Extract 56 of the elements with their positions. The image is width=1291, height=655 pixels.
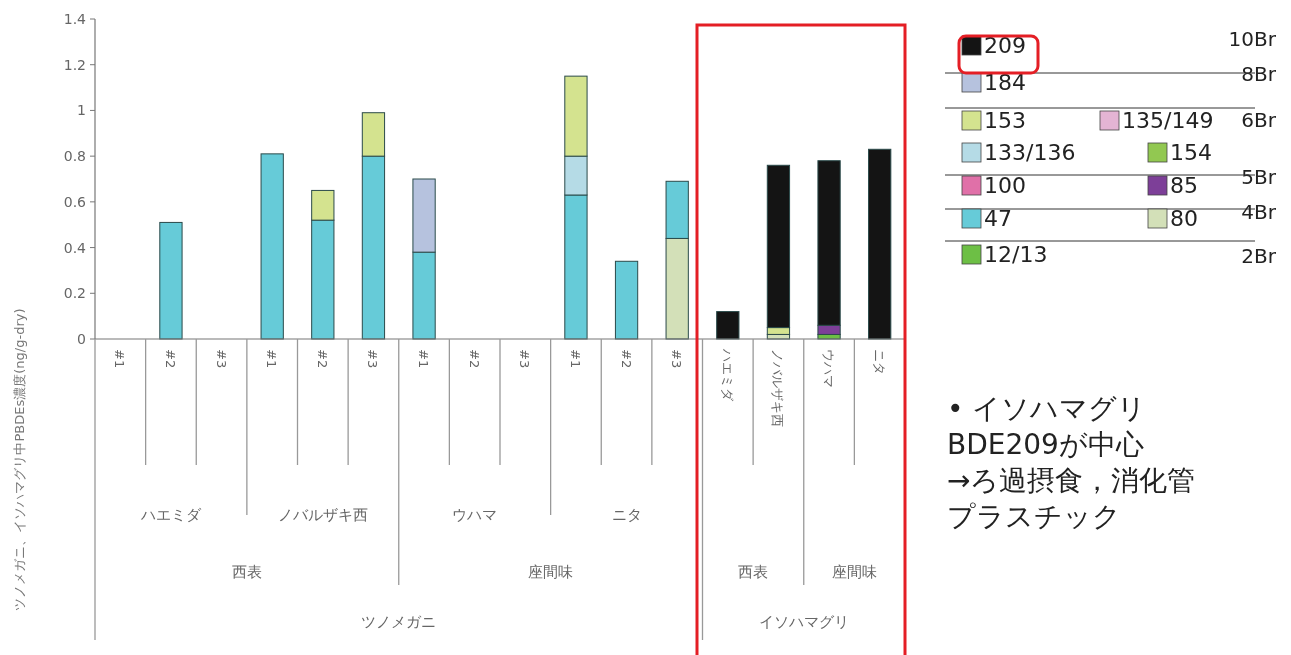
legend-label: 153 <box>984 108 1026 133</box>
text: 2Br <box>1241 244 1277 269</box>
text: 6Br <box>1241 108 1277 133</box>
legend-label: 85 <box>1170 173 1198 198</box>
x-tick-label: #1 <box>112 349 128 369</box>
y-tick-label: 1.4 <box>63 11 87 27</box>
text: 西表 <box>231 563 262 581</box>
legend-label: 80 <box>1170 206 1198 231</box>
x-tick-label: #1 <box>264 349 280 369</box>
legend-label: 154 <box>1170 140 1212 165</box>
text: ハエミダ <box>140 506 201 524</box>
y-tick-label: 0.4 <box>63 239 87 256</box>
text: プラスチック <box>947 500 1121 533</box>
legend-label: 133/136 <box>984 140 1076 165</box>
text: • イソハマグリ <box>947 392 1147 425</box>
text: ニタ <box>611 506 642 524</box>
x-tick-label: #2 <box>314 349 330 369</box>
text: 5Br <box>1241 165 1277 189</box>
text: ノバルザキ西 <box>277 506 368 524</box>
y-tick-label: 1 <box>77 102 86 119</box>
text: 4Br <box>1241 199 1277 224</box>
text: 座間味 <box>831 563 877 581</box>
x-tick-label: #3 <box>365 349 381 369</box>
y-tick-label: 0.8 <box>63 148 86 165</box>
text: 座間味 <box>528 563 574 581</box>
y-tick-label: 0 <box>77 331 86 347</box>
y-tick-label: 0.6 <box>63 193 87 210</box>
x-tick-label: ニタ <box>871 349 887 375</box>
x-tick-label: #3 <box>213 349 229 369</box>
x-tick-label: #2 <box>162 349 178 369</box>
legend-label: 135/149 <box>1122 108 1214 133</box>
text: BDE209が中心 <box>947 428 1144 461</box>
y-tick-label: 0.2 <box>63 285 86 302</box>
text: イソハマグリ <box>758 613 849 631</box>
x-tick-label: ハエミダ <box>719 348 735 402</box>
x-tick-label: #3 <box>517 349 533 369</box>
x-tick-label: #1 <box>567 349 583 369</box>
text: ツノメガニ <box>361 613 437 631</box>
text: →ろ過摂食，消化管 <box>947 464 1196 497</box>
legend-label: 12/13 <box>984 242 1048 267</box>
x-tick-label: #3 <box>669 349 685 369</box>
y-tick-label: 1.2 <box>63 56 86 73</box>
legend-label: 184 <box>984 70 1026 95</box>
x-tick-label: ノバルザキ西 <box>770 349 786 427</box>
legend-label: 100 <box>984 173 1026 198</box>
x-tick-label: #2 <box>618 349 634 369</box>
x-tick-label: #2 <box>466 349 482 369</box>
legend-label: 209 <box>984 33 1026 58</box>
legend-label: 47 <box>984 206 1012 231</box>
y-axis-title: ツノメガニ、イソハマグリ中PBDEs濃度(ng/g-dry) <box>12 308 27 611</box>
x-tick-label: ウハマ <box>821 349 837 388</box>
text: ウハマ <box>452 506 498 524</box>
x-tick-label: #1 <box>416 349 432 369</box>
text: 8Br <box>1241 61 1277 86</box>
text: 10Br <box>1228 27 1277 51</box>
text: 西表 <box>738 563 769 581</box>
